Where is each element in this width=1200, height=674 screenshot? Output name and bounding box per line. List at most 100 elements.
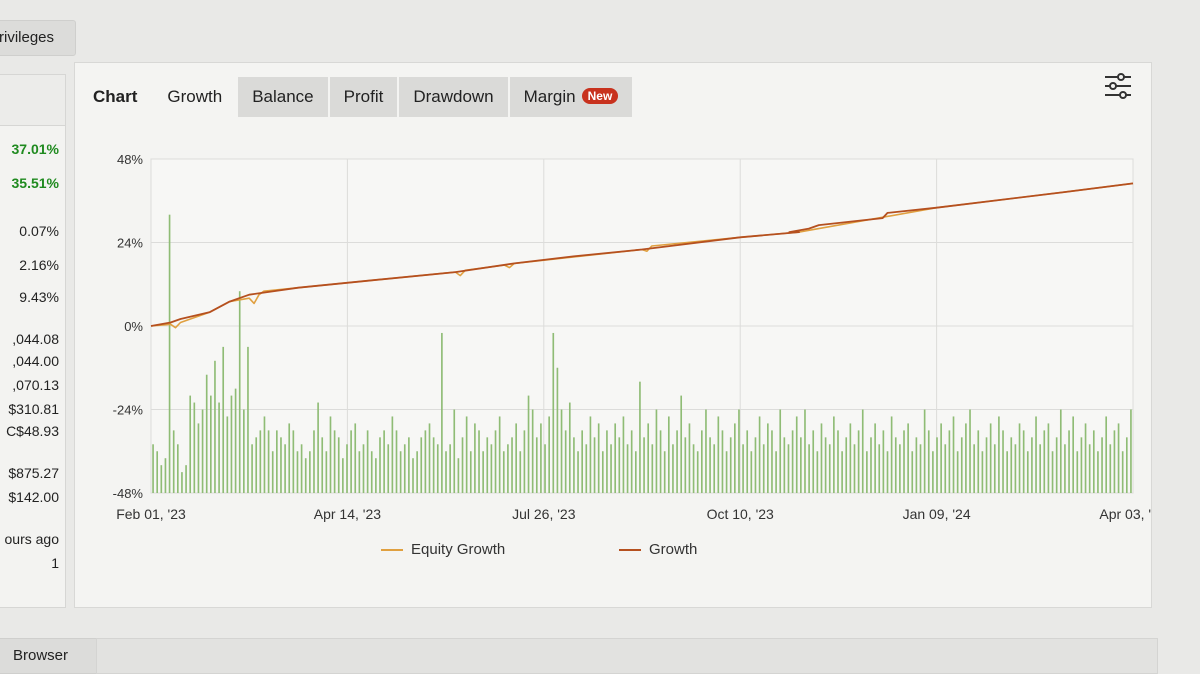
activity-bar	[1076, 451, 1079, 493]
activity-bar	[956, 451, 959, 493]
activity-bar	[403, 444, 406, 493]
activity-bar	[383, 430, 385, 493]
activity-bar	[717, 416, 720, 493]
activity-bar	[214, 360, 216, 493]
activity-bar	[927, 430, 930, 493]
activity-bar	[837, 430, 839, 493]
activity-bar	[1121, 451, 1124, 493]
chart-panel: Chart Growth Balance Profit Drawdown Mar…	[74, 62, 1152, 608]
activity-bar	[527, 395, 530, 493]
activity-bar	[441, 332, 443, 493]
activity-bar	[775, 451, 777, 493]
legend-growth[interactable]: Growth	[619, 541, 697, 558]
tab-growth[interactable]: Growth	[153, 77, 239, 117]
activity-bar	[399, 451, 402, 493]
activity-bar	[721, 430, 724, 493]
y-tick-label: 48%	[117, 152, 143, 167]
activity-bar	[911, 451, 914, 493]
activity-bar	[816, 451, 819, 493]
activity-bar	[1006, 451, 1008, 493]
activity-bar	[280, 437, 282, 493]
activity-bar	[1088, 444, 1091, 493]
tab-drawdown[interactable]: Drawdown	[399, 77, 510, 117]
activity-bar	[1109, 444, 1112, 493]
stat-value: $310.81	[8, 401, 59, 417]
activity-bar	[833, 416, 835, 493]
activity-bar	[857, 430, 860, 493]
activity-bar	[998, 416, 1000, 493]
activity-bar	[672, 444, 674, 493]
legend-equity-growth[interactable]: Equity Growth	[381, 541, 505, 558]
activity-bar	[709, 437, 711, 493]
activity-bar	[680, 395, 683, 493]
activity-bar	[387, 444, 390, 493]
tab-profit[interactable]: Profit	[329, 77, 400, 117]
activity-bar	[701, 430, 703, 493]
browser-tab[interactable]: Browser	[0, 638, 104, 674]
activity-bar	[474, 423, 476, 493]
activity-bar	[1014, 444, 1017, 493]
privileges-tab-label: rivileges	[0, 29, 55, 46]
legend-equity-label: Equity Growth	[411, 541, 506, 558]
activity-bar	[1101, 437, 1103, 493]
stat-value: 9.43%	[19, 289, 59, 305]
activity-bar	[688, 423, 691, 493]
activity-bar	[271, 451, 274, 493]
activity-bar	[750, 451, 753, 493]
activity-bar	[197, 423, 200, 493]
activity-bar	[507, 444, 509, 493]
activity-bar	[886, 451, 889, 493]
x-tick-label: Apr 03, '24	[1099, 506, 1151, 522]
activity-bar	[465, 416, 468, 493]
activity-bar	[655, 409, 658, 493]
activity-bar	[309, 451, 311, 493]
activity-bar	[230, 395, 233, 493]
activity-bar	[849, 423, 852, 493]
activity-bar	[820, 423, 823, 493]
activity-bar	[222, 346, 225, 493]
activity-bar	[667, 416, 670, 493]
activity-bar	[734, 423, 736, 493]
activity-bar	[684, 437, 687, 493]
tab-margin[interactable]: Margin New	[509, 77, 635, 117]
activity-bar	[573, 437, 575, 493]
activity-bar	[172, 430, 175, 493]
activity-bar	[659, 430, 662, 493]
activity-bar	[391, 416, 394, 493]
activity-bar	[622, 416, 625, 493]
activity-bar	[878, 444, 881, 493]
activity-bar	[469, 451, 472, 493]
activity-bar	[1092, 430, 1095, 493]
stat-value: 35.51%	[11, 175, 59, 191]
activity-bar	[696, 451, 699, 493]
activity-bar	[1039, 444, 1041, 493]
activity-bar	[944, 444, 947, 493]
activity-bar	[758, 416, 761, 493]
stat-value: $875.27	[8, 465, 59, 481]
tab-balance[interactable]: Balance	[238, 77, 330, 117]
activity-bar	[226, 416, 229, 493]
activity-bar	[432, 437, 435, 493]
activity-bar	[841, 451, 843, 493]
activity-bar	[313, 430, 315, 493]
activity-bar	[552, 332, 555, 493]
activity-bar	[251, 444, 253, 493]
chart-settings-button[interactable]	[1101, 69, 1135, 103]
activity-bar	[531, 409, 534, 493]
activity-bar	[267, 430, 270, 493]
stat-value: ,070.13	[12, 377, 59, 393]
activity-bar	[762, 444, 765, 493]
activity-bar	[589, 416, 592, 493]
activity-bar	[1031, 437, 1033, 493]
activity-bar	[812, 430, 815, 493]
activity-bar	[824, 437, 827, 493]
activity-bar	[449, 444, 451, 493]
activity-bar	[412, 458, 414, 493]
activity-bar	[1051, 451, 1054, 493]
activity-bar	[626, 444, 629, 493]
privileges-tab[interactable]: rivileges	[0, 20, 76, 56]
activity-bar	[965, 423, 967, 493]
activity-bar	[511, 437, 513, 493]
browser-tab-label: Browser	[13, 647, 69, 664]
activity-bar	[564, 430, 567, 493]
